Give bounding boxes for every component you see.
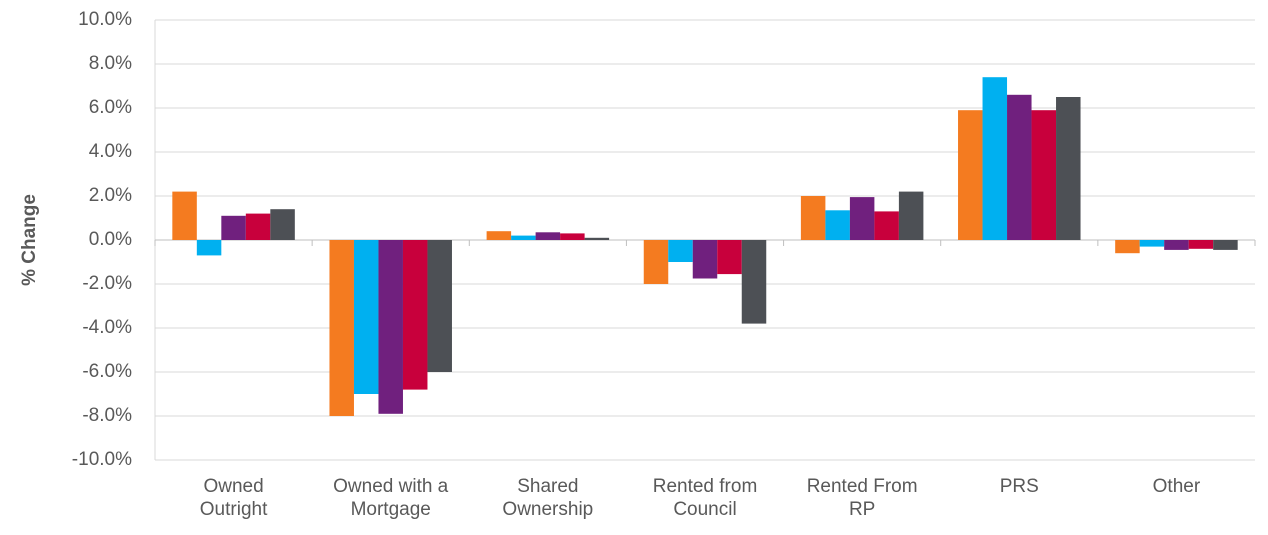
y-tick-label: 0.0% [89,229,132,250]
y-tick-label: -10.0% [72,449,132,470]
x-tick-label: PRS [999,476,1039,497]
bar [825,210,850,240]
bar [427,240,452,372]
bar [172,191,197,240]
bar [741,240,767,324]
bar [982,77,1008,240]
bar [560,233,585,240]
bar [958,110,983,240]
bar [898,191,924,240]
bar [378,240,403,414]
bar [511,235,536,240]
y-tick-label: 6.0% [89,97,132,118]
x-tick-label: Shared Ownership [502,476,594,520]
y-axis-title: % Change [19,194,40,286]
bar [643,240,669,284]
bar [874,211,899,240]
x-tick-label: Owned with a Mortgage [333,476,449,520]
bar [486,231,512,240]
y-tick-label: -8.0% [82,405,132,426]
x-tick-label: Rented From RP [806,476,918,520]
x-tick-label: Other [1152,476,1201,497]
y-tick-label: 10.0% [78,9,132,30]
bar [1115,240,1140,254]
bar [221,215,246,240]
y-tick-label: -2.0% [82,273,132,294]
bar [1007,94,1032,240]
bar [329,240,354,416]
bar [353,240,379,394]
bar [668,240,693,262]
bar [584,237,610,240]
bar [270,209,295,240]
bar [402,240,428,390]
bar [1213,240,1238,250]
y-tick-label: 8.0% [89,53,132,74]
bar [717,240,742,275]
bar [1139,240,1165,247]
bar [535,232,561,240]
bar [849,197,875,240]
bar [692,240,718,279]
y-tick-label: -6.0% [82,361,132,382]
bar [1188,240,1214,249]
bar [245,213,271,240]
x-tick-label: Rented from Council [652,476,758,520]
bar [1164,240,1189,250]
y-tick-label: -4.0% [82,317,132,338]
bar [1031,110,1057,240]
bar [1056,97,1081,240]
bar [196,240,222,256]
y-tick-label: 2.0% [89,185,132,206]
x-tick-label: Owned Outright [199,476,268,520]
bar [800,196,826,240]
y-tick-label: 4.0% [89,141,132,162]
